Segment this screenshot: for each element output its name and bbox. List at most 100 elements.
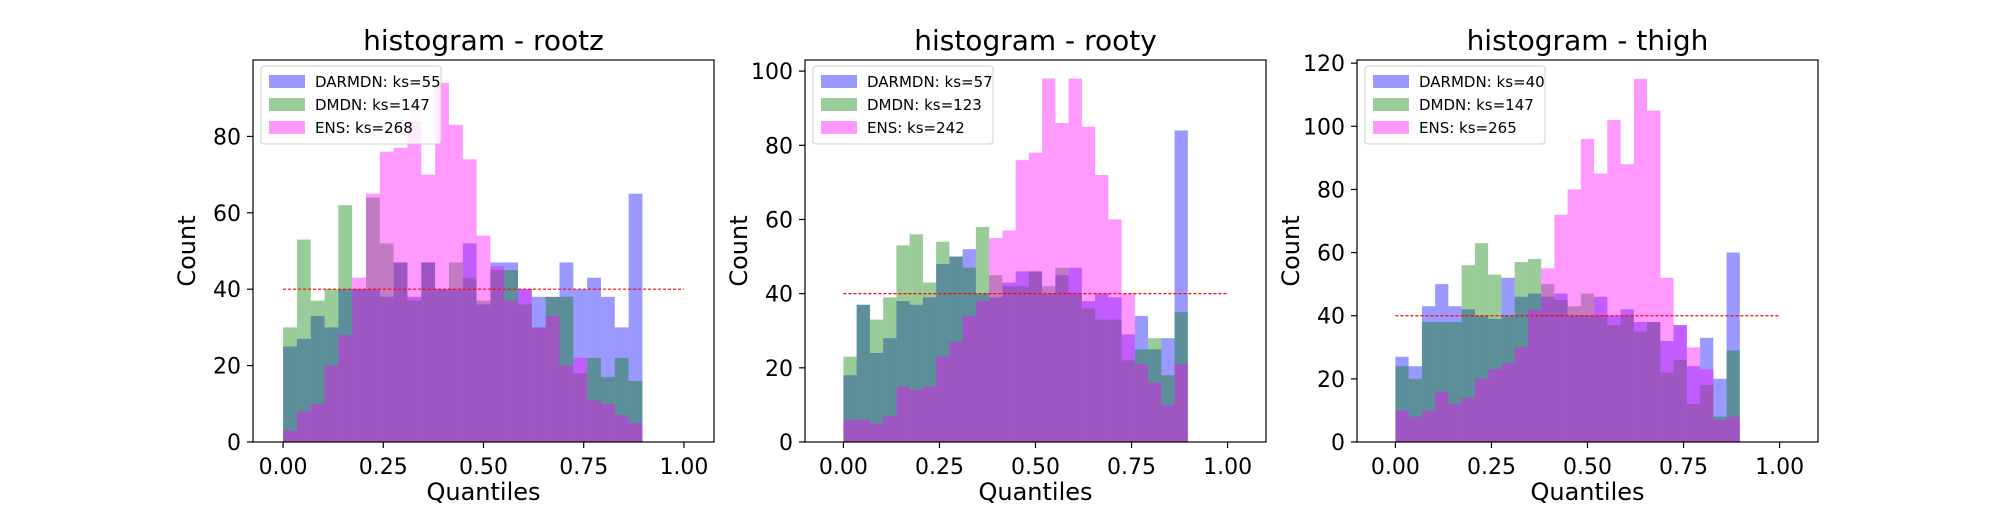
histogram-bar: [1028, 271, 1043, 442]
histogram-bar: [1108, 219, 1122, 442]
histogram-bar: [1108, 319, 1122, 442]
histogram-bar: [338, 335, 353, 442]
histogram-bar: [1580, 138, 1595, 442]
histogram-bar: [1002, 286, 1016, 442]
histogram-bar: [1095, 293, 1109, 442]
histogram-bar: [490, 266, 505, 442]
series-1: [843, 130, 1188, 442]
legend-label: DMDN: ks=147: [1419, 96, 1534, 114]
histogram-bar: [1448, 306, 1462, 442]
histogram-bar: [909, 304, 923, 442]
histogram-bar: [1042, 293, 1056, 442]
x-tick-label: 0.50: [1563, 455, 1612, 480]
histogram-bar: [421, 262, 436, 442]
histogram-bar: [462, 159, 477, 442]
legend-label: ENS: ks=265: [1419, 119, 1517, 137]
histogram-bar: [628, 193, 643, 442]
histogram-bar: [435, 82, 449, 443]
x-tick-label: 1.00: [1755, 455, 1804, 480]
legend-label: DARMDN: ks=55: [315, 73, 441, 91]
histogram-bar: [1620, 315, 1634, 442]
histogram-bar: [1633, 78, 1648, 442]
histogram-bar: [843, 375, 857, 442]
x-tick-label: 0.75: [1659, 455, 1708, 480]
histogram-bar: [1408, 378, 1422, 442]
histogram-bar: [869, 352, 884, 442]
histogram-bar: [1055, 123, 1069, 443]
histogram-bar: [393, 147, 408, 443]
histogram-bar: [379, 151, 394, 442]
legend-box: [812, 65, 994, 145]
histogram-bar: [1028, 271, 1043, 442]
y-tick-label: 60: [765, 208, 793, 233]
histogram-bar: [1633, 322, 1648, 442]
histogram-bar: [366, 289, 380, 442]
histogram-bar: [379, 243, 394, 442]
histogram-bar: [545, 296, 560, 442]
histogram-bar: [559, 262, 574, 442]
histogram-bar: [338, 289, 353, 442]
legend: DARMDN: ks=40 DMDN: ks=147 ENS: ks=265: [1364, 65, 1546, 145]
legend-label: DMDN: ks=123: [867, 96, 982, 114]
histogram-bar: [1435, 322, 1449, 442]
histogram-bar: [1042, 78, 1056, 442]
histogram-bar: [962, 267, 976, 442]
x-tick-label: 1.00: [659, 455, 708, 480]
histogram-bar: [1081, 126, 1096, 442]
x-tick-label: 0.75: [559, 455, 608, 480]
histogram-bar: [379, 296, 394, 442]
histogram-bar: [1660, 277, 1674, 442]
legend-label: DARMDN: ks=57: [867, 73, 993, 91]
histogram-bar: [545, 296, 560, 442]
y-axis-label: Count: [725, 215, 753, 286]
histogram-bar: [1713, 378, 1727, 442]
histogram-bar: [1567, 315, 1581, 442]
histogram-bar: [1148, 349, 1162, 442]
x-tick-label: 0.50: [1011, 455, 1060, 480]
x-tick-label: 0.00: [259, 455, 308, 480]
histogram-bar: [975, 301, 990, 442]
histogram-bars: [843, 78, 1188, 443]
histogram-bar: [1488, 274, 1502, 442]
histogram-bar: [1713, 416, 1727, 442]
histogram-bar: [896, 386, 910, 442]
series-3: [283, 82, 643, 443]
histogram-bar: [1726, 252, 1740, 442]
histogram-bar: [407, 300, 422, 442]
histogram-bar: [1607, 119, 1621, 442]
histogram-bar: [531, 327, 546, 442]
histogram-bar: [504, 270, 519, 442]
histogram-bar: [936, 356, 950, 442]
histogram-bar: [407, 121, 422, 443]
histogram-bar: [283, 346, 297, 442]
histogram-bar: [600, 296, 615, 442]
histogram-bar: [1514, 347, 1528, 442]
histogram-bar: [283, 430, 297, 442]
histogram-bar: [1686, 366, 1701, 442]
histogram-bar: [476, 235, 491, 442]
y-tick-label: 100: [751, 60, 793, 85]
histogram-bar: [448, 124, 463, 442]
histogram-bar: [448, 289, 463, 442]
legend-swatch: [821, 98, 857, 111]
histogram-bar: [545, 315, 560, 442]
histogram-bar: [1726, 350, 1740, 442]
histogram-bar: [1633, 331, 1648, 442]
histogram-bar: [1174, 312, 1188, 442]
histogram-bar: [1421, 410, 1436, 442]
histogram-bar: [366, 197, 380, 442]
histogram-bar: [1567, 189, 1581, 442]
y-tick-label: 60: [213, 202, 241, 227]
histogram-bar: [1474, 243, 1489, 442]
y-axis-label: Count: [173, 215, 201, 286]
histogram-bars: [283, 82, 643, 443]
x-axis-label: Quantiles: [1530, 478, 1644, 504]
histogram-bar: [628, 380, 643, 442]
histogram-bar: [614, 357, 629, 442]
histogram-bar: [1068, 267, 1082, 442]
histogram-bar: [1015, 271, 1029, 442]
histogram-bar: [1002, 230, 1016, 442]
histogram-bar: [883, 297, 897, 442]
histogram-bar: [1121, 334, 1135, 442]
